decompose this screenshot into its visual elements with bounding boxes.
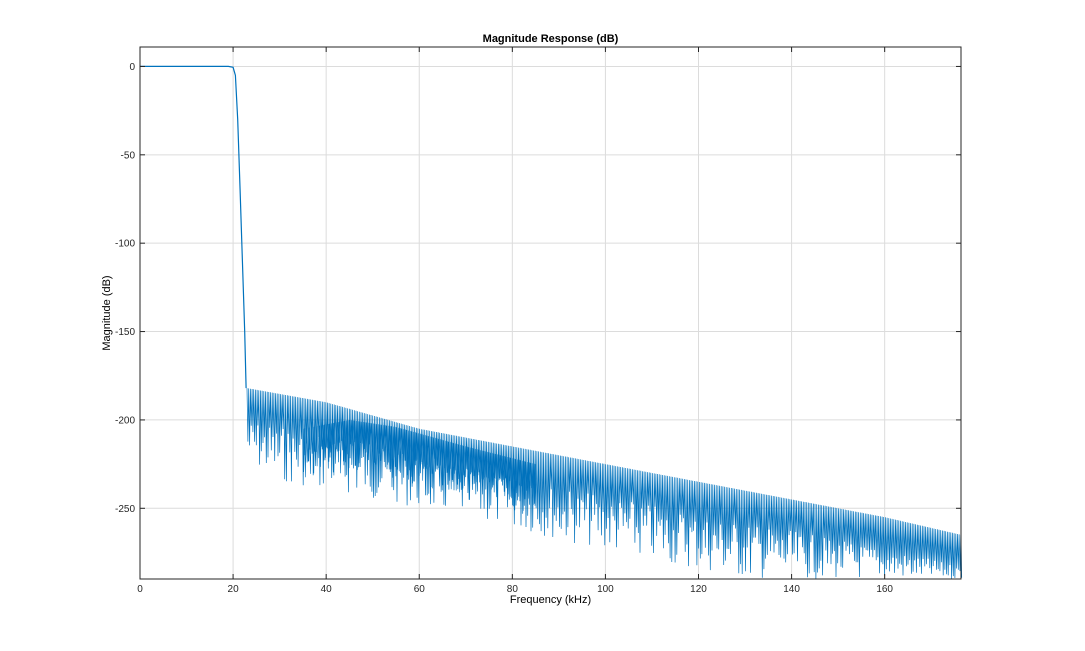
- y-axis-label: Magnitude (dB): [101, 275, 113, 351]
- response-curve: [140, 65, 963, 579]
- y-tick-label: -100: [115, 239, 135, 250]
- y-tick-label: 0: [129, 62, 135, 73]
- x-tick-label: 100: [597, 584, 614, 595]
- x-axis-label: Frequency (kHz): [509, 594, 592, 606]
- x-tick-label: 80: [507, 584, 519, 595]
- y-tick-label: -200: [115, 415, 135, 426]
- x-tick-label: 0: [137, 584, 143, 595]
- axes-frame: [139, 46, 962, 580]
- x-tick-label: 20: [228, 584, 240, 595]
- x-tick-label: 120: [690, 584, 707, 595]
- chart-title: Magnitude Response (dB): [482, 33, 619, 45]
- y-tick-label: -150: [115, 327, 135, 338]
- x-tick-label: 140: [783, 584, 800, 595]
- passband-line: [140, 65, 247, 389]
- stopband-ripple: [246, 388, 963, 579]
- tick-labels: 0 20 40 60 80 100 120 140 160 0 -50 -100 -150 -200 -25…: [115, 47, 961, 595]
- stopband-secondary-ripple: [302, 419, 536, 511]
- x-tick-label: 160: [876, 584, 893, 595]
- x-tick-label: 60: [414, 584, 426, 595]
- axes-box: [139, 46, 962, 580]
- y-tick-label: -50: [121, 150, 136, 161]
- grid: [139, 47, 961, 579]
- x-tick-label: 40: [321, 584, 333, 595]
- y-tick-label: -250: [115, 504, 135, 515]
